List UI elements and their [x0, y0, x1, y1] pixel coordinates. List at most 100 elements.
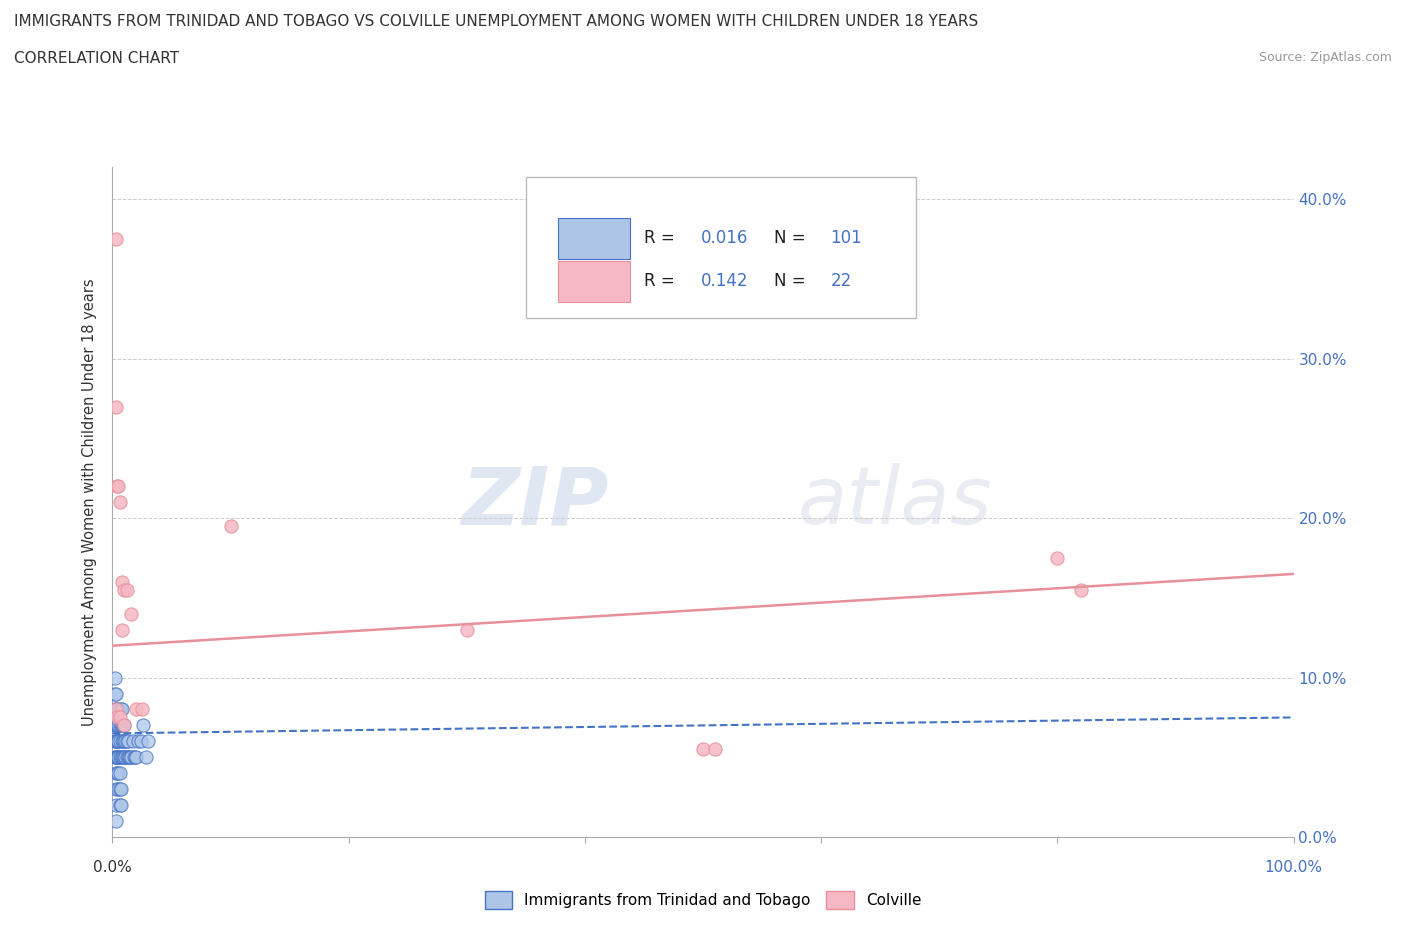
Point	[105, 765, 128, 780]
Text: R =: R =	[644, 272, 681, 290]
Text: Source: ZipAtlas.com: Source: ZipAtlas.com	[1258, 51, 1392, 64]
Point	[108, 718, 131, 733]
FancyBboxPatch shape	[558, 218, 630, 259]
Point	[107, 734, 129, 749]
Point	[105, 702, 128, 717]
Legend: Immigrants from Trinidad and Tobago, Colville: Immigrants from Trinidad and Tobago, Col…	[477, 884, 929, 916]
Point	[219, 519, 242, 534]
Point	[105, 702, 128, 717]
Point	[105, 734, 128, 749]
Point	[104, 718, 127, 733]
Point	[112, 718, 135, 733]
Point	[115, 734, 138, 749]
Point	[110, 782, 132, 797]
Point	[703, 742, 725, 757]
Point	[108, 765, 131, 780]
Point	[120, 606, 142, 621]
Point	[111, 622, 134, 637]
Point	[105, 710, 128, 724]
Point	[108, 782, 131, 797]
Point	[112, 718, 135, 733]
Point	[107, 702, 129, 717]
Point	[105, 765, 128, 780]
Point	[104, 734, 127, 749]
Point	[120, 750, 142, 764]
Text: R =: R =	[644, 230, 681, 247]
Point	[125, 702, 148, 717]
Text: 0.016: 0.016	[700, 230, 748, 247]
Point	[111, 734, 134, 749]
Point	[107, 750, 129, 764]
Point	[110, 750, 132, 764]
Point	[114, 734, 136, 749]
Point	[104, 671, 127, 685]
Point	[111, 718, 134, 733]
Point	[122, 750, 145, 764]
Point	[111, 575, 134, 590]
Point	[105, 782, 128, 797]
Text: 100.0%: 100.0%	[1264, 860, 1323, 875]
Point	[118, 750, 141, 764]
Point	[105, 734, 128, 749]
Point	[108, 710, 131, 724]
Text: CORRELATION CHART: CORRELATION CHART	[14, 51, 179, 66]
Y-axis label: Unemployment Among Women with Children Under 18 years: Unemployment Among Women with Children U…	[82, 278, 97, 726]
Point	[105, 814, 128, 829]
Point	[107, 750, 129, 764]
Point	[104, 750, 127, 764]
Point	[105, 734, 128, 749]
Point	[110, 702, 132, 717]
Point	[111, 750, 134, 764]
Point	[105, 798, 128, 813]
Point	[120, 750, 142, 764]
Point	[135, 750, 157, 764]
Point	[105, 718, 128, 733]
Point	[108, 750, 131, 764]
Point	[117, 734, 139, 749]
Point	[107, 782, 129, 797]
Point	[105, 702, 128, 717]
Point	[107, 718, 129, 733]
Point	[105, 750, 128, 764]
Point	[105, 750, 128, 764]
Point	[136, 734, 159, 749]
Point	[456, 622, 478, 637]
Text: 0.142: 0.142	[700, 272, 748, 290]
Point	[132, 718, 155, 733]
Text: N =: N =	[773, 230, 811, 247]
Point	[112, 734, 135, 749]
Point	[1046, 551, 1069, 565]
Point	[105, 479, 128, 494]
Point	[129, 734, 152, 749]
Text: ZIP: ZIP	[461, 463, 609, 541]
Point	[115, 750, 138, 764]
Point	[131, 702, 153, 717]
FancyBboxPatch shape	[558, 260, 630, 301]
Text: 0.0%: 0.0%	[93, 860, 132, 875]
Text: atlas: atlas	[797, 463, 993, 541]
Point	[121, 734, 143, 749]
Point	[117, 750, 139, 764]
Point	[105, 718, 128, 733]
Point	[105, 232, 128, 246]
Point	[108, 734, 131, 749]
Point	[110, 798, 132, 813]
Point	[127, 734, 149, 749]
Point	[104, 686, 127, 701]
Point	[124, 750, 146, 764]
Point	[125, 750, 148, 764]
Point	[105, 750, 128, 764]
Point	[107, 479, 129, 494]
Point	[114, 750, 136, 764]
Text: IMMIGRANTS FROM TRINIDAD AND TOBAGO VS COLVILLE UNEMPLOYMENT AMONG WOMEN WITH CH: IMMIGRANTS FROM TRINIDAD AND TOBAGO VS C…	[14, 14, 979, 29]
Point	[105, 399, 128, 414]
Point	[107, 718, 129, 733]
Text: N =: N =	[773, 272, 811, 290]
Point	[112, 734, 135, 749]
Point	[108, 495, 131, 510]
Point	[104, 702, 127, 717]
Point	[692, 742, 714, 757]
Point	[112, 750, 135, 764]
FancyBboxPatch shape	[526, 178, 915, 318]
Point	[105, 686, 128, 701]
